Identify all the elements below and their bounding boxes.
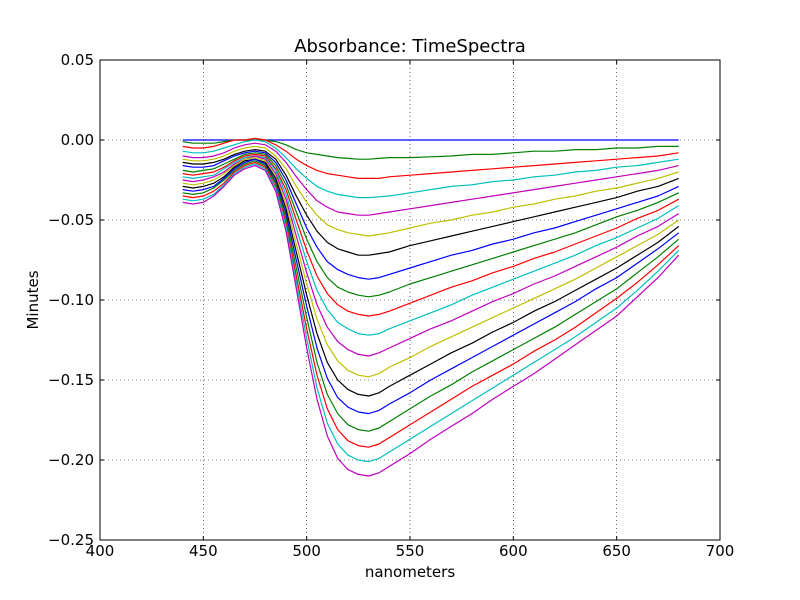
series-line-10 (182, 153, 679, 317)
y-axis-label: Minutes (24, 270, 42, 329)
x-tick-label: 700 (706, 542, 735, 560)
x-tick-label: 550 (396, 542, 425, 560)
series-line-15 (182, 158, 680, 415)
y-tick-label: 0.05 (61, 51, 94, 69)
y-tick-label: −0.15 (48, 371, 94, 389)
series-line-14 (182, 158, 680, 397)
x-tick-label: 650 (602, 542, 631, 560)
series-line-13 (182, 157, 680, 378)
series-line-16 (182, 160, 680, 432)
series-line-9 (182, 152, 679, 298)
tick-layer: 400 450 500 550 600 650 700 0.05 0.00 −0.05 −0.10 −… (48, 51, 734, 560)
x-tick-label: 500 (292, 542, 321, 560)
y-tick-label: −0.25 (48, 531, 94, 549)
series-line-3 (182, 137, 679, 179)
series-line-19 (182, 165, 680, 477)
x-tick-label: 400 (86, 542, 115, 560)
y-tick-label: −0.20 (48, 451, 94, 469)
y-tick-label: −0.10 (48, 291, 94, 309)
chart-title: Absorbance: TimeSpectra (294, 36, 526, 57)
y-tick-label: −0.05 (48, 211, 94, 229)
series-line-4 (182, 139, 679, 199)
x-axis-label: nanometers (365, 563, 456, 581)
series-line-6 (182, 145, 679, 237)
x-tick-label: 450 (189, 542, 218, 560)
series-layer (182, 137, 680, 477)
series-line-8 (182, 150, 679, 280)
series-line-18 (182, 163, 680, 463)
series-line-7 (182, 149, 679, 256)
series-line-11 (182, 155, 680, 336)
series-line-17 (182, 161, 680, 448)
x-tick-label: 600 (499, 542, 528, 560)
y-tick-label: 0.00 (61, 131, 94, 149)
series-line-5 (182, 142, 679, 216)
